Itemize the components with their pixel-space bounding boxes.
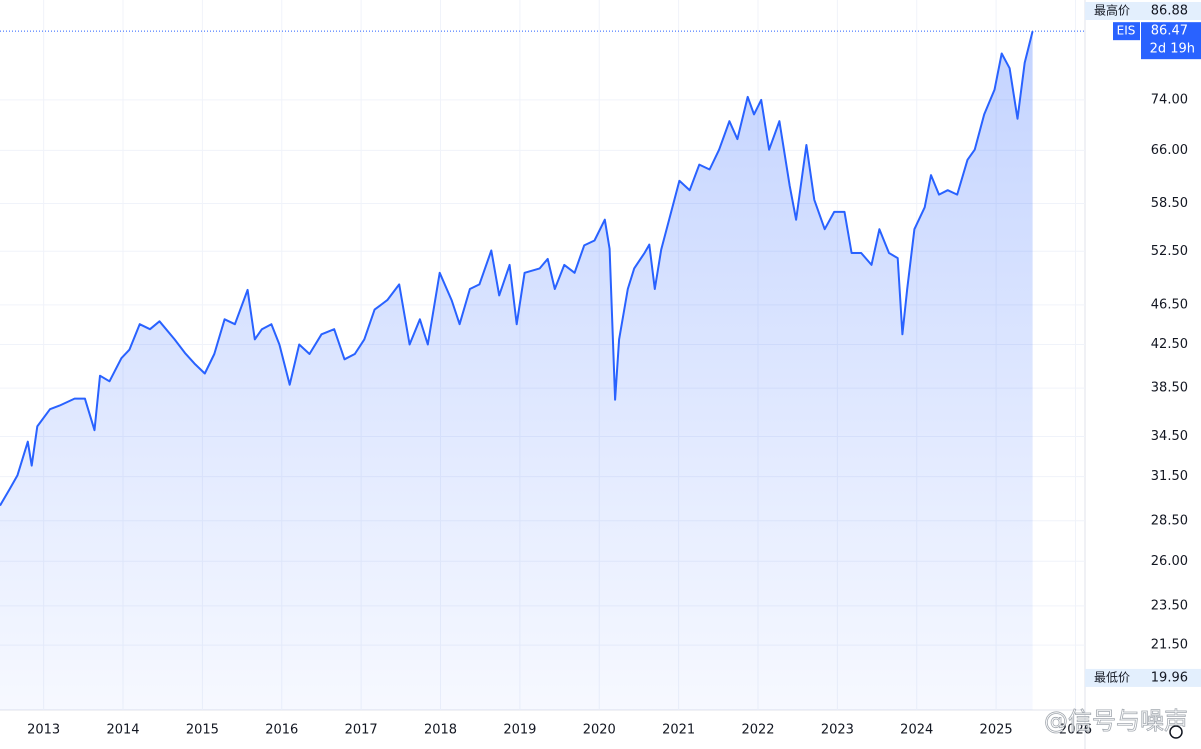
x-tick-label: 2016 [265, 723, 298, 738]
high-box [1085, 2, 1201, 20]
x-tick-label: 2020 [583, 723, 616, 738]
y-tick-label: 28.50 [1151, 513, 1188, 528]
x-tick-label: 2023 [821, 723, 854, 738]
high-value: 86.88 [1151, 4, 1188, 19]
x-tick-label: 2025 [980, 723, 1013, 738]
y-tick-label: 74.00 [1151, 92, 1188, 107]
y-tick-label: 23.50 [1151, 598, 1188, 613]
line [0, 30, 1034, 507]
price-box [1141, 22, 1201, 60]
y-tick-label: 34.50 [1151, 429, 1188, 444]
low-box [1085, 668, 1201, 687]
y-tick-label: 66.00 [1151, 143, 1188, 158]
low-name: 最低价 [1094, 670, 1130, 684]
x-tick-label: 2014 [106, 723, 139, 738]
watermark: @信号与噪声 [1044, 707, 1188, 735]
low-value: 19.96 [1151, 670, 1188, 685]
x-tick-label: 2019 [503, 723, 536, 738]
y-tick-label: 46.50 [1151, 297, 1188, 312]
y-tick-label: 42.50 [1151, 337, 1188, 352]
y-tick-label: 26.00 [1151, 554, 1188, 569]
x-tick-label: 2013 [27, 723, 60, 738]
y-tick-label: 21.50 [1151, 638, 1188, 653]
high-name: 最高价 [1094, 3, 1130, 18]
x-tick-label: 2026 [1059, 723, 1092, 738]
y-tick-label: 52.50 [1151, 244, 1188, 259]
x-tick-label: 2022 [741, 723, 774, 738]
settings-icon [1169, 725, 1183, 739]
y-tick-label: 58.50 [1151, 196, 1188, 211]
y-tick-label: 38.50 [1151, 381, 1188, 396]
ticker-box [1113, 22, 1140, 41]
countdown: 2d 19h [1150, 42, 1195, 57]
x-tick-label: 2018 [424, 723, 457, 738]
x-tick-label: 2015 [186, 723, 219, 738]
price-label: 86.47 [1151, 24, 1188, 39]
area [0, 31, 1033, 710]
x-tick-label: 2017 [345, 723, 378, 738]
x-tick-label: 2024 [900, 723, 933, 738]
ticker-label: EIS [1117, 24, 1136, 38]
y-tick-label: 31.50 [1151, 469, 1188, 484]
x-tick-label: 2021 [662, 723, 695, 738]
